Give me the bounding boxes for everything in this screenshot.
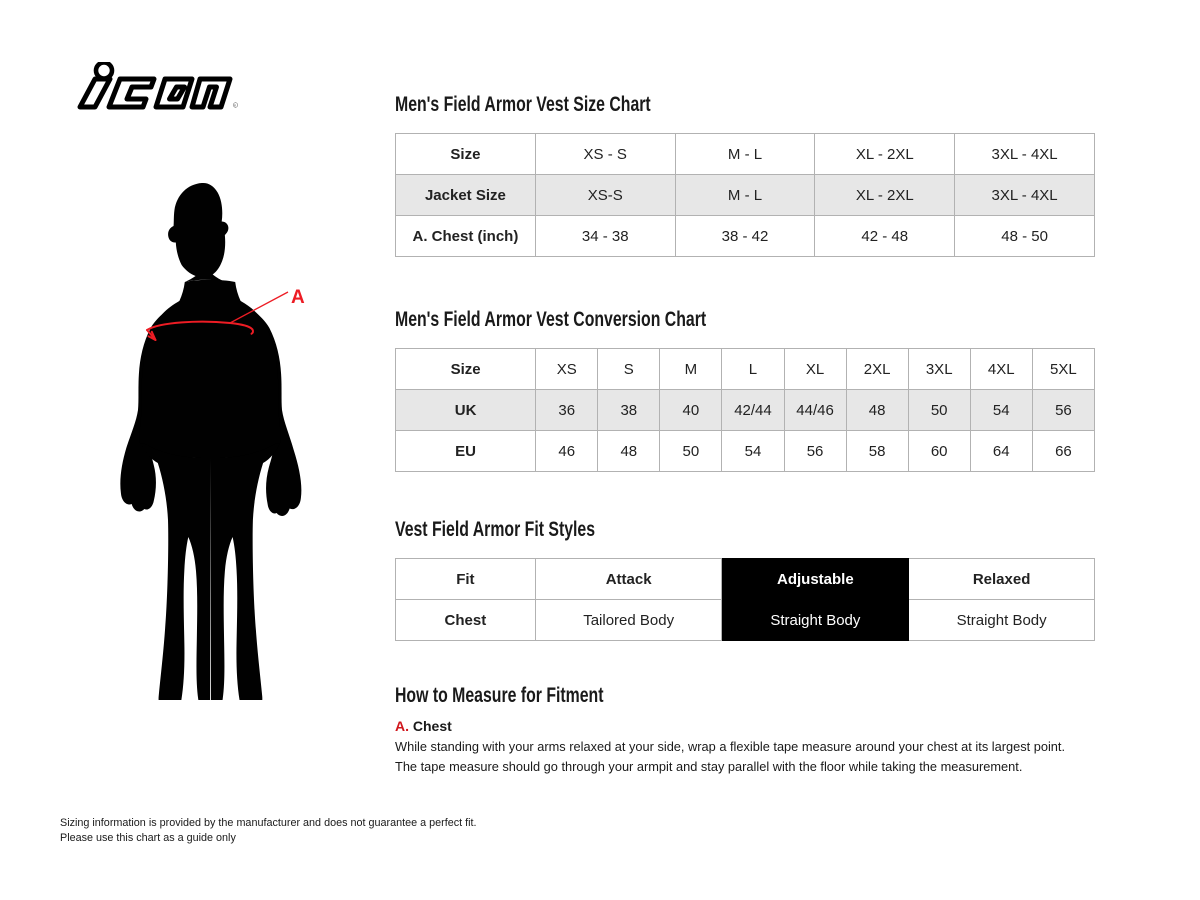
svg-text:A: A <box>291 287 305 308</box>
